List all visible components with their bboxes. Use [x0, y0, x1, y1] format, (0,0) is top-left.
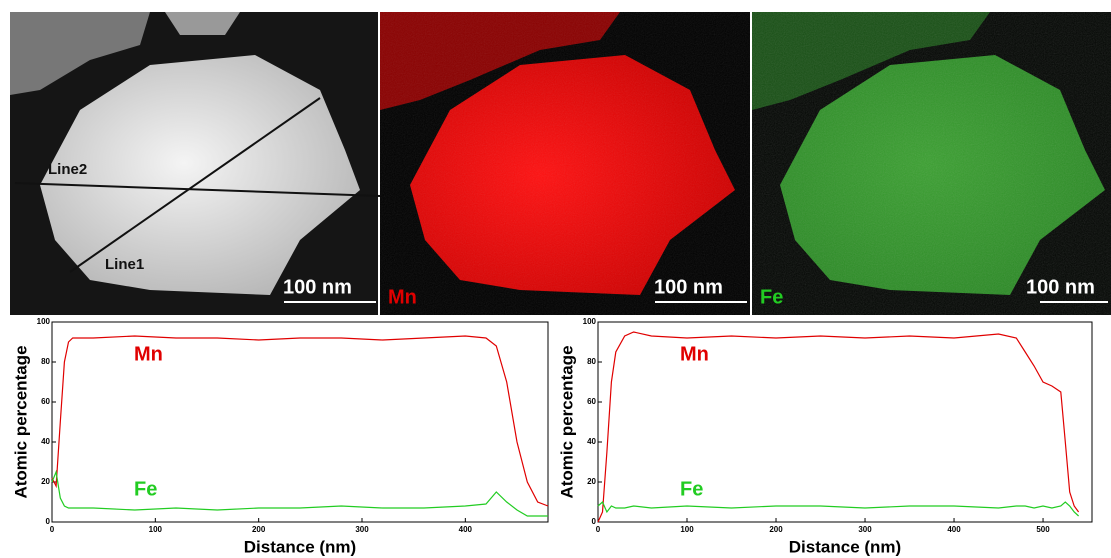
y-tick-label: 80 — [587, 357, 596, 366]
y-tick-label: 60 — [41, 397, 50, 406]
x-tick-label: 200 — [769, 525, 783, 534]
x-axis-label: Distance (nm) — [789, 537, 901, 556]
fe-map: Fe 100 nm — [752, 12, 1111, 315]
haadf-image: Line2 Line1 100 nm — [10, 12, 381, 315]
scale-bar-label: 100 nm — [654, 276, 723, 298]
x-tick-label: 200 — [252, 525, 266, 534]
plot-frame — [597, 321, 1093, 523]
y-tick-label: 20 — [587, 477, 596, 486]
mn-map: Mn 100 nm — [380, 12, 750, 315]
x-axis-label: Distance (nm) — [244, 537, 356, 556]
scale-bar-label: 100 nm — [283, 276, 352, 298]
x-tick-label: 300 — [355, 525, 369, 534]
x-tick-label: 500 — [1036, 525, 1050, 534]
line-label: Line1 — [105, 256, 144, 273]
series-label: Fe — [680, 478, 703, 500]
x-tick-label: 300 — [858, 525, 872, 534]
y-tick-label: 40 — [41, 437, 50, 446]
series-line — [597, 501, 1080, 517]
y-tick-label: 0 — [46, 517, 51, 526]
series-line — [51, 469, 548, 517]
x-tick-label: 400 — [947, 525, 961, 534]
x-tick-label: 0 — [50, 525, 55, 534]
y-tick-label: 40 — [587, 437, 596, 446]
x-tick-label: 100 — [149, 525, 163, 534]
y-tick-label: 80 — [41, 357, 50, 366]
scale-bar-label: 100 nm — [1026, 276, 1095, 298]
y-tick-label: 100 — [583, 317, 597, 326]
series-label: Mn — [134, 343, 163, 365]
series-label: Mn — [680, 343, 709, 365]
y-axis-label: Atomic percentage — [11, 345, 30, 498]
line-label: Line2 — [48, 161, 87, 178]
plot-frame — [51, 321, 549, 523]
series-label: Fe — [134, 478, 157, 500]
y-tick-label: 0 — [592, 517, 597, 526]
x-tick-label: 0 — [596, 525, 601, 534]
element-label: Mn — [388, 286, 417, 308]
series-line — [597, 331, 1080, 523]
y-tick-label: 20 — [41, 477, 50, 486]
x-tick-label: 400 — [459, 525, 473, 534]
x-tick-label: 100 — [680, 525, 694, 534]
element-label: Fe — [760, 286, 783, 308]
y-tick-label: 100 — [37, 317, 51, 326]
y-axis-label: Atomic percentage — [557, 345, 576, 498]
series-line — [51, 335, 549, 507]
y-tick-label: 60 — [587, 397, 596, 406]
